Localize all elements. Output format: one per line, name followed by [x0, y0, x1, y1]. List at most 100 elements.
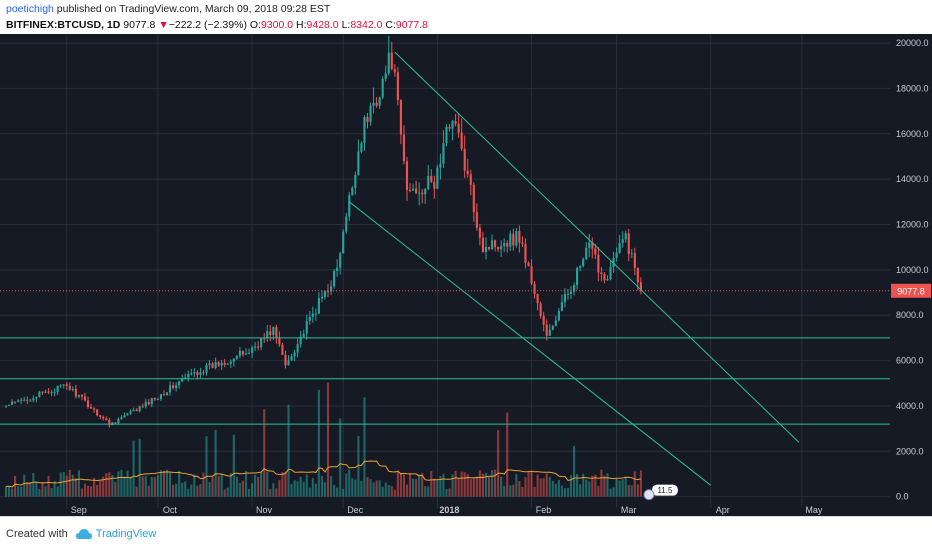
chart-background — [0, 34, 932, 516]
candle — [326, 291, 330, 293]
candle — [336, 267, 339, 272]
chart-header: poetichigh published on TradingView.com,… — [0, 0, 932, 34]
candle — [636, 267, 639, 283]
volume-bar — [372, 482, 375, 497]
y-tick-label: 10000.0 — [896, 265, 929, 275]
candle — [217, 362, 220, 366]
volume-bar — [387, 485, 390, 497]
candle — [314, 313, 317, 315]
x-tick-label: May — [805, 505, 823, 515]
candle — [554, 320, 557, 326]
candle — [415, 188, 418, 194]
volume-bar — [533, 486, 536, 497]
volume-bar — [26, 482, 29, 497]
x-tick-label: Dec — [347, 505, 364, 515]
candle — [20, 399, 23, 401]
volume-bar — [500, 476, 503, 497]
candle — [600, 272, 603, 275]
candle — [229, 361, 232, 364]
candle — [393, 69, 396, 73]
candle — [354, 175, 357, 188]
candle — [226, 363, 229, 365]
volume-bar — [509, 485, 512, 497]
price-chart[interactable]: 20000.0 18000.0 16000.0 14000.0 12000.0 10000… — [0, 34, 932, 516]
candle — [117, 418, 120, 424]
volume-bar — [114, 481, 117, 497]
volume-bar — [333, 484, 336, 497]
candle — [585, 247, 588, 260]
candle — [360, 143, 363, 152]
volume-bar — [366, 477, 369, 497]
volume-bar — [314, 483, 317, 497]
candle — [44, 391, 47, 393]
candle — [478, 227, 481, 238]
y-tick-label: 0.0 — [896, 492, 909, 502]
candle — [32, 398, 35, 401]
volume-bar — [7, 486, 11, 497]
volume-bar — [217, 476, 220, 497]
volume-bar — [503, 485, 506, 497]
candle — [408, 190, 412, 192]
candle — [402, 134, 406, 162]
volume-bar — [17, 486, 20, 497]
candle — [627, 233, 630, 254]
volume-bar — [600, 469, 603, 497]
volume-bar — [193, 474, 196, 497]
candle — [220, 362, 223, 366]
candle — [56, 386, 59, 393]
x-tick-label: Nov — [256, 505, 273, 515]
candle — [597, 254, 600, 273]
volume-bar — [357, 435, 360, 497]
change-value: −222.2 (−2.39%) — [168, 19, 247, 31]
volume-bar — [196, 485, 199, 497]
author-link[interactable]: poetichigh — [6, 3, 54, 15]
volume-bar — [612, 487, 615, 497]
x-tick-label: Sep — [71, 505, 87, 515]
volume-bar — [144, 476, 147, 497]
close-label: C: — [385, 19, 396, 31]
volume-bar — [62, 471, 65, 497]
tradingview-link[interactable]: TradingView — [95, 528, 157, 540]
volume-bar — [515, 473, 518, 497]
candle — [168, 385, 172, 393]
open-label: O: — [249, 19, 261, 31]
volume-bar — [345, 473, 348, 497]
volume-bar — [159, 470, 162, 497]
volume-bar — [506, 412, 509, 497]
open-value: 9300.0 — [260, 19, 294, 31]
candle — [241, 350, 245, 355]
candle — [208, 363, 211, 366]
candle — [250, 347, 254, 353]
volume-bar — [530, 471, 533, 497]
candle — [573, 285, 576, 292]
candle — [126, 413, 129, 416]
candle — [530, 266, 533, 284]
volume-bar — [214, 429, 217, 497]
candle — [509, 233, 512, 247]
chart-area[interactable]: 20000.0 18000.0 16000.0 14000.0 12000.0 10000… — [0, 34, 932, 516]
y-tick-label: 2000.0 — [896, 446, 924, 456]
volume-bar — [415, 479, 418, 497]
candle — [153, 398, 156, 400]
candle — [345, 216, 348, 232]
volume-bar — [65, 475, 68, 497]
volume-bar — [138, 438, 141, 497]
volume-bar — [560, 485, 563, 497]
y-tick-label: 8000.0 — [896, 310, 924, 320]
volume-bar — [630, 485, 633, 497]
candle — [348, 195, 351, 217]
volume-bar — [475, 476, 478, 497]
candle — [205, 365, 208, 373]
candle — [199, 372, 202, 375]
volume-bar — [521, 486, 524, 497]
volume-bar — [554, 484, 557, 497]
candle — [582, 259, 585, 266]
volume-bar — [162, 470, 166, 497]
volume-bar — [536, 474, 539, 497]
candle — [484, 246, 488, 252]
symbol-label[interactable]: BITFINEX:BTCUSD, 1D — [6, 19, 121, 31]
candle — [11, 401, 14, 405]
candle — [563, 294, 567, 303]
candle — [399, 100, 402, 135]
candle — [430, 176, 433, 182]
